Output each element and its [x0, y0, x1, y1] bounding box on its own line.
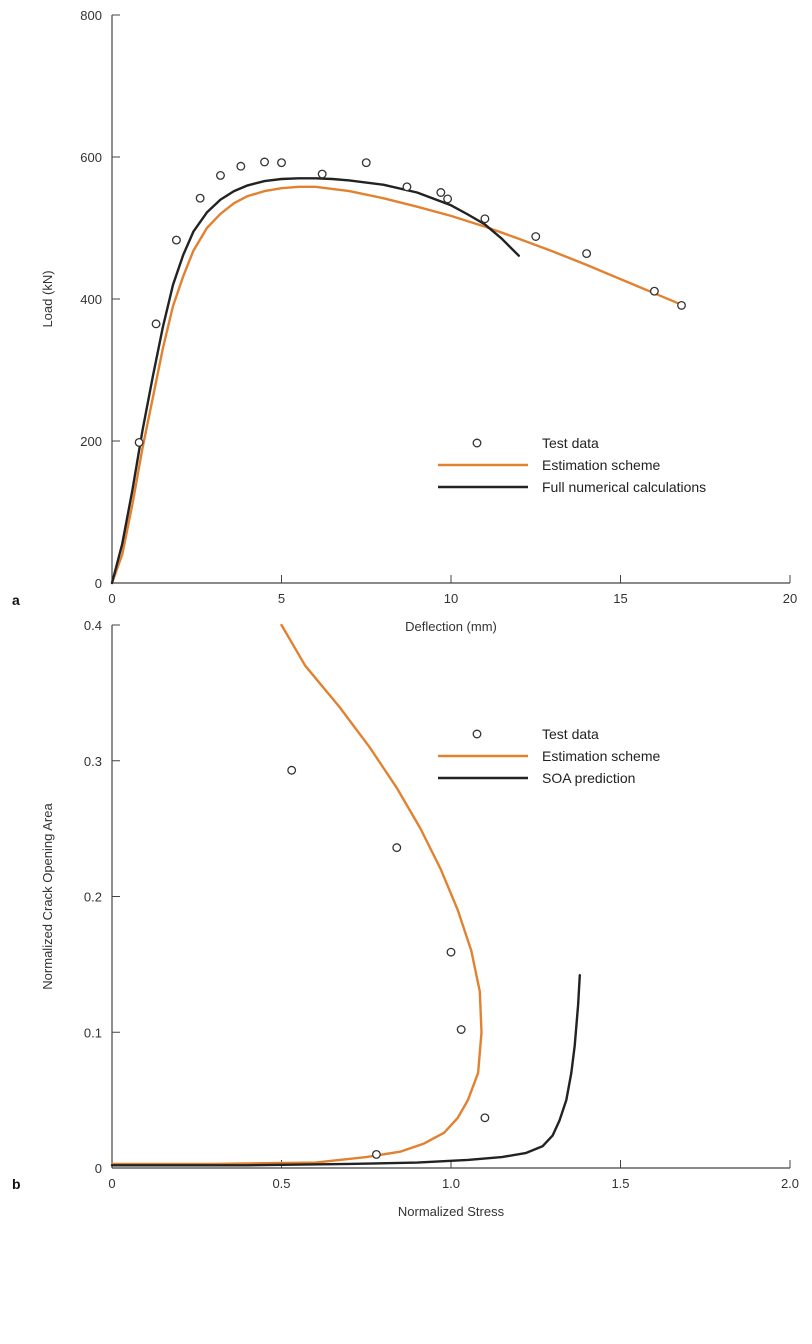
data-point — [171, 235, 181, 245]
data-point — [134, 437, 144, 447]
data-point — [216, 171, 225, 180]
data-point — [151, 319, 161, 329]
x-tick-label: 0.5 — [272, 1176, 290, 1191]
y-axis-title: Normalized Crack Opening Area — [40, 803, 55, 990]
x-tick-label: 1.5 — [611, 1176, 629, 1191]
data-point — [371, 1149, 381, 1159]
legend-label: Test data — [542, 435, 599, 451]
data-point — [361, 158, 371, 168]
y-tick-label: 0 — [95, 576, 102, 591]
series-line-2 — [110, 623, 483, 1166]
y-tick-label: 800 — [80, 8, 102, 23]
panel-label: b — [12, 1176, 21, 1192]
y-tick-label: 400 — [80, 292, 102, 307]
data-point — [456, 1025, 466, 1034]
data-point — [195, 193, 205, 203]
x-tick-label: 2.0 — [781, 1176, 799, 1191]
y-tick-label: 200 — [80, 434, 102, 449]
data-point — [260, 157, 269, 167]
y-tick-label: 600 — [80, 150, 102, 165]
data-point — [436, 188, 446, 197]
series-line-3 — [110, 974, 581, 1167]
x-tick-label: 1.0 — [442, 1176, 460, 1191]
legend-label: Estimation scheme — [542, 748, 660, 764]
legend-marker-test-data — [472, 438, 482, 448]
x-tick-label: 10 — [444, 591, 458, 606]
y-tick-label: 0.2 — [84, 890, 102, 905]
x-tick-label: 0 — [108, 1176, 115, 1191]
x-tick-label: 15 — [613, 591, 627, 606]
series-line-3 — [110, 177, 520, 585]
data-point — [277, 158, 286, 168]
data-point — [446, 947, 456, 957]
x-tick-label: 20 — [783, 591, 797, 606]
data-point — [443, 194, 453, 204]
legend-marker-test-data — [472, 729, 482, 739]
y-axis-title: Load (kN) — [40, 270, 55, 327]
x-axis-title: Normalized Stress — [398, 1204, 505, 1219]
x-axis-title: Deflection (mm) — [405, 619, 497, 634]
data-point — [287, 765, 297, 775]
x-tick-label: 0 — [108, 591, 115, 606]
legend-label: SOA prediction — [542, 770, 635, 786]
legend-label: Test data — [542, 726, 599, 742]
data-point — [649, 286, 659, 296]
data-point — [480, 1113, 490, 1123]
data-point — [677, 300, 686, 310]
data-point — [531, 232, 541, 241]
x-tick-label: 5 — [278, 591, 285, 606]
legend-label: Estimation scheme — [542, 457, 660, 473]
data-point — [402, 182, 412, 192]
series-line-2 — [110, 185, 683, 585]
data-point — [480, 214, 490, 224]
y-tick-label: 0.1 — [84, 1025, 102, 1040]
legend-label: Full numerical calculations — [542, 479, 706, 495]
y-tick-label: 0.3 — [84, 754, 102, 769]
y-tick-label: 0.4 — [84, 618, 102, 633]
data-point — [236, 161, 246, 171]
panel-label: a — [12, 592, 20, 608]
data-point — [317, 169, 327, 179]
data-point — [582, 249, 592, 259]
data-point — [392, 843, 402, 853]
y-tick-label: 0 — [95, 1161, 102, 1176]
